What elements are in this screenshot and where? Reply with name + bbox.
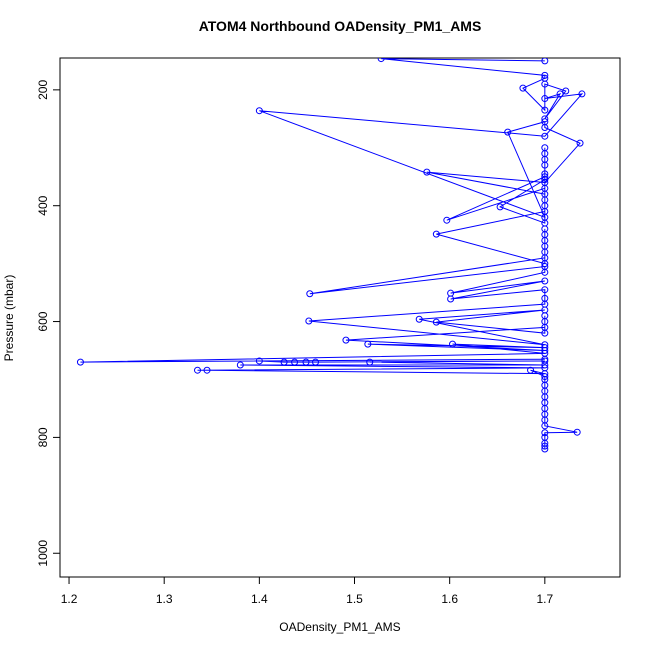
data-point <box>556 90 564 98</box>
data-point <box>541 268 549 276</box>
y-tick-label: 400 <box>36 195 50 215</box>
x-tick-label: 1.3 <box>156 592 173 606</box>
y-tick-label: 800 <box>36 427 50 447</box>
plot-frame <box>59 57 621 578</box>
data-point <box>541 71 549 79</box>
data-point <box>573 428 581 436</box>
x-tick-label: 1.4 <box>251 592 268 606</box>
data-point <box>377 58 385 63</box>
data-point <box>203 366 211 374</box>
data-point <box>255 357 263 365</box>
x-tick-label: 1.2 <box>61 592 78 606</box>
data-point <box>527 366 535 374</box>
data-point <box>415 315 423 323</box>
data-point <box>541 445 549 453</box>
data-point <box>541 132 549 140</box>
data-point <box>305 317 313 325</box>
data-point <box>423 168 431 176</box>
data-point <box>447 295 455 303</box>
data-line <box>80 58 584 449</box>
data-point <box>432 318 440 326</box>
data-point <box>541 207 549 215</box>
data-point <box>541 184 549 192</box>
data-point <box>541 286 549 294</box>
x-tick-label: 1.6 <box>441 592 458 606</box>
data-point <box>541 442 549 450</box>
data-point <box>541 95 549 103</box>
data-point <box>236 361 244 369</box>
plot-area <box>76 58 586 453</box>
data-point <box>449 340 457 348</box>
data-point <box>342 336 350 344</box>
data-point <box>541 422 549 430</box>
data-point <box>541 429 549 437</box>
data-point <box>541 277 549 285</box>
data-point <box>306 290 314 298</box>
data-point <box>541 115 549 123</box>
chart-title: ATOM4 Northbound OADensity_PM1_AMS <box>199 18 482 34</box>
data-point <box>496 203 504 211</box>
data-point <box>364 340 372 348</box>
y-tick-label: 200 <box>36 80 50 100</box>
y-tick-label: 1000 <box>36 540 50 567</box>
x-axis-label: OADensity_PM1_AMS <box>279 620 400 634</box>
data-point <box>366 358 374 366</box>
data-point <box>194 366 202 374</box>
data-point <box>76 358 84 366</box>
y-tick-label: 600 <box>36 311 50 331</box>
data-point <box>519 84 527 92</box>
data-point <box>541 347 549 355</box>
data-point <box>578 90 586 98</box>
data-point <box>541 357 549 365</box>
x-tick-label: 1.5 <box>346 592 363 606</box>
data-point <box>541 106 549 114</box>
data-point <box>541 173 549 181</box>
data-point <box>576 139 584 147</box>
data-point <box>504 128 512 136</box>
data-point <box>541 161 549 169</box>
data-point <box>280 358 288 366</box>
data-point <box>432 230 440 238</box>
data-point <box>311 358 319 366</box>
data-point <box>302 358 310 366</box>
data-point <box>541 361 549 369</box>
data-point <box>541 58 549 65</box>
data-point <box>291 358 299 366</box>
data-point <box>541 373 549 381</box>
data-point <box>541 80 549 88</box>
data-point <box>255 107 263 115</box>
data-point <box>443 216 451 224</box>
data-point <box>541 176 549 184</box>
x-tick-label: 1.7 <box>536 592 553 606</box>
data-point <box>541 254 549 262</box>
data-point <box>541 323 549 331</box>
data-point <box>541 124 549 132</box>
data-point <box>562 87 570 95</box>
y-axis-label: Pressure (mbar) <box>2 275 16 362</box>
